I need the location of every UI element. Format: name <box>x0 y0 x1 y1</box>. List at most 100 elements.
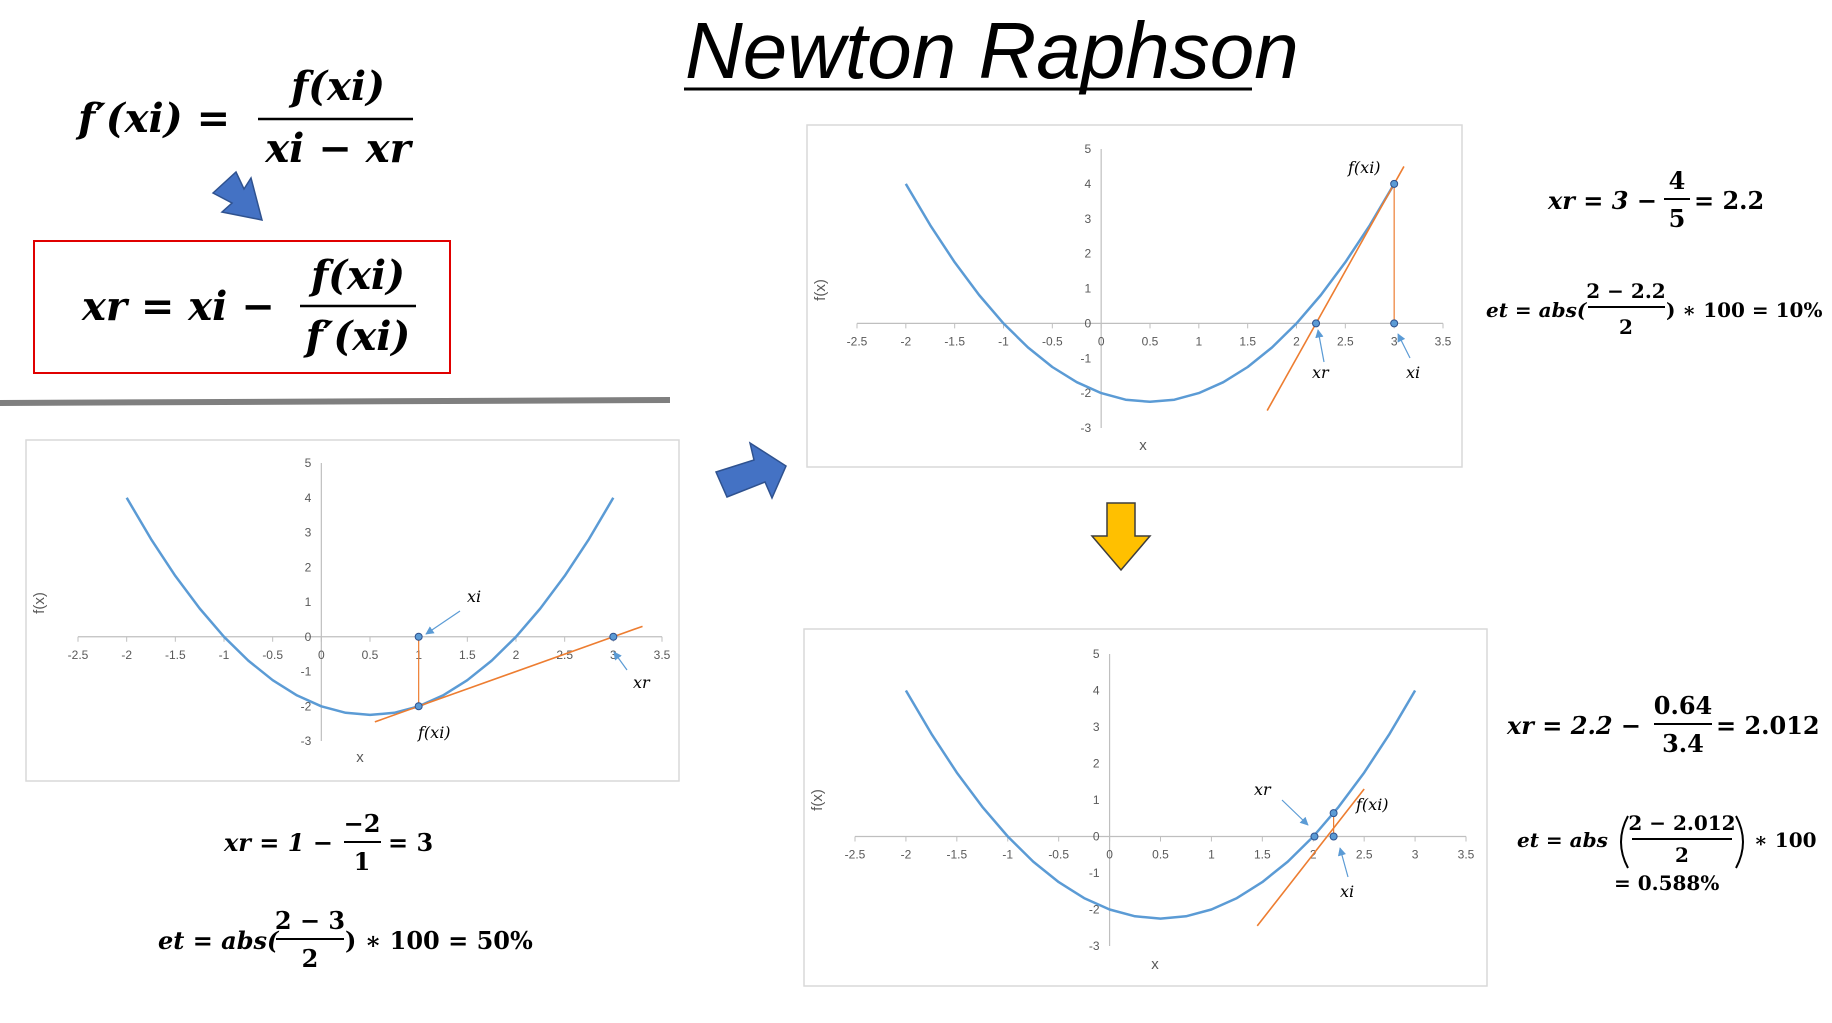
chart-3-x-tick-label: 3.5 <box>1458 848 1475 862</box>
calc-3-xr-lhs: xr = 2.2 − <box>1506 711 1641 740</box>
chart-2-y-tick-label: 1 <box>1084 282 1091 296</box>
chart-3-data-point <box>1329 809 1338 818</box>
derivative-numerator: f(xi) <box>288 63 385 110</box>
calc-1: xr = 1 − −2 1 = 3 et = abs( 2 − 3 2 ) ∗ … <box>158 809 533 973</box>
chart-3-function-curve <box>904 689 1417 920</box>
calc-2-xr-numerator: 4 <box>1669 166 1686 195</box>
derivative-lhs: f′(xi) = <box>75 95 230 142</box>
chart-2-annotation-fxi: f(xi) <box>1347 158 1381 177</box>
chart-2-y-tick-label: -3 <box>1080 421 1091 435</box>
chart-3-x-tick-label: -2.5 <box>845 848 866 862</box>
chart-3-data-point <box>1329 832 1338 841</box>
chart-3: -2.5 -2 -1.5 -1 -0.5 0 0.5 1 1.5 2 2.5 3 3.5 -3 -2 -1 0 1… <box>803 628 1488 987</box>
chart-3-x-tick-label: 0 <box>1106 848 1113 862</box>
chart-3-y-tick-label: 3 <box>1093 720 1100 734</box>
page-title: Newton Raphson <box>685 6 1299 95</box>
derivative-formula: f′(xi) = f(xi) xi − xr <box>75 63 414 172</box>
calc-1-xr-result: = 3 <box>388 828 433 857</box>
calc-1-xr-denominator: 1 <box>354 847 371 876</box>
chart-2-x-axis-title: x <box>1139 437 1147 454</box>
chart-1-annotation-xr: xr <box>633 673 651 692</box>
chart-3-x-tick-label: -1.5 <box>946 848 967 862</box>
chart-1-data-point <box>414 632 423 641</box>
chart-3-x-tick-label: 1 <box>1208 848 1215 862</box>
chart-1-y-tick-label: -2 <box>301 699 312 713</box>
chart-3-y-tick-label: 0 <box>1093 830 1100 844</box>
chart-2-x-tick-label: 3.5 <box>1435 334 1452 348</box>
chart-1-x-tick-label: 3.5 <box>654 648 671 662</box>
chart-2-pointer-xr <box>1315 329 1325 363</box>
chart-2-annotation-xi: xi <box>1406 363 1420 382</box>
calc-2-xr-lhs: xr = 3 − <box>1547 186 1657 215</box>
calc-3-left-paren <box>1620 815 1629 869</box>
chart-1-pointer-xi <box>425 610 461 635</box>
chart-2-x-tick-label: -0.5 <box>1042 334 1063 348</box>
chart-1-y-tick-label: -3 <box>301 734 312 748</box>
chart-3-y-tick-label: 2 <box>1093 757 1100 771</box>
chart-2-frame <box>806 124 1463 468</box>
chart-1-data-point <box>609 632 618 641</box>
chart-1-x-tick-label: -0.5 <box>262 648 283 662</box>
calc-3-et-result: = 0.588% <box>1614 871 1719 895</box>
chart-3-x-tick-label: 2.5 <box>1356 848 1373 862</box>
chart-3-data-point <box>1310 832 1319 841</box>
chart-2-x-tick-label: 1 <box>1195 334 1202 348</box>
chart-3-y-tick-label: 5 <box>1093 647 1100 661</box>
calc-2-et-denominator: 2 <box>1619 315 1633 339</box>
calc-2-xr-result: = 2.2 <box>1694 186 1764 215</box>
chart-2-y-tick-label: -1 <box>1080 351 1091 365</box>
chart-1-y-tick-label: 5 <box>305 456 312 470</box>
calc-2: xr = 3 − 4 5 = 2.2 et = abs( 2 − 2.2 2 )… <box>1486 166 1822 339</box>
chart-2-x-tick-label: 0 <box>1098 334 1105 348</box>
calc-2-et-result: ) ∗ 100 = 10% <box>1666 298 1822 322</box>
chart-3-frame <box>803 628 1488 987</box>
chart-2-data-point <box>1390 179 1399 188</box>
derivative-denominator: xi − xr <box>264 125 413 172</box>
chart-3-annotation-fxi: f(xi) <box>1355 795 1389 814</box>
chart-3-pointer-xr <box>1281 799 1309 826</box>
calc-1-et-numerator: 2 − 3 <box>275 906 345 935</box>
chart-2-x-tick-label: -1.5 <box>944 334 965 348</box>
chart-3-pointer-xi <box>1337 847 1349 878</box>
chart-2-x-tick-label: 2 <box>1293 334 1300 348</box>
calc-3-et-denominator: 2 <box>1675 843 1689 867</box>
chart-3-y-tick-label: 1 <box>1093 793 1100 807</box>
chart-1-y-axis-title: f(x) <box>31 592 48 614</box>
calc-2-et-numerator: 2 − 2.2 <box>1586 279 1665 303</box>
calc-3-xr-numerator: 0.64 <box>1654 691 1712 720</box>
calc-3-et-lhs: et = abs <box>1517 828 1608 852</box>
chart-3-y-tick-label: -2 <box>1089 903 1100 917</box>
arrow-down-icon <box>1090 502 1152 572</box>
chart-2-x-tick-label: 1.5 <box>1239 334 1256 348</box>
chart-1-data-point <box>414 702 423 711</box>
chart-2-x-tick-label: -2 <box>900 334 911 348</box>
chart-2-x-tick-label: 0.5 <box>1142 334 1159 348</box>
chart-1-x-tick-label: 0 <box>318 648 325 662</box>
chart-3-y-tick-label: -1 <box>1089 866 1100 880</box>
chart-1-x-tick-label: -2.5 <box>68 648 89 662</box>
calc-3-right-paren <box>1735 815 1744 869</box>
chart-1: -2.5-2-1.5-1-0.500.511.522.533.5-3-2-101… <box>25 439 680 782</box>
update-formula: xr = xi − f(xi) f′(xi) <box>81 252 416 360</box>
chart-2-y-tick-label: 0 <box>1084 316 1091 330</box>
update-denominator: f′(xi) <box>303 313 411 360</box>
chart-3-y-tick-label: -3 <box>1089 939 1100 953</box>
calc-1-xr-numerator: −2 <box>344 809 381 838</box>
chart-3-annotation-xi: xi <box>1340 882 1354 901</box>
chart-2-x-tick-label: -1 <box>998 334 1009 348</box>
calc-2-et-lhs: et = abs( <box>1486 298 1588 322</box>
chart-2-data-point <box>1390 319 1399 328</box>
section-divider <box>0 397 671 406</box>
chart-1-x-axis-title: x <box>356 749 364 766</box>
chart-1-x-tick-label: -1.5 <box>165 648 186 662</box>
chart-1-annotation-xi: xi <box>467 587 481 606</box>
chart-3-x-tick-label: -2 <box>901 848 912 862</box>
chart-3-x-tick-label: 3 <box>1412 848 1419 862</box>
calc-3-et-multiplier: ∗ 100 <box>1754 828 1817 852</box>
chart-1-x-tick-label: -2 <box>121 648 132 662</box>
chart-1-y-tick-label: -1 <box>301 665 312 679</box>
chart-1-x-tick-label: 2 <box>513 648 520 662</box>
chart-2-pointer-xi <box>1397 333 1411 359</box>
chart-1-y-tick-label: 2 <box>305 560 312 574</box>
chart-3-x-axis-title: x <box>1151 956 1159 973</box>
